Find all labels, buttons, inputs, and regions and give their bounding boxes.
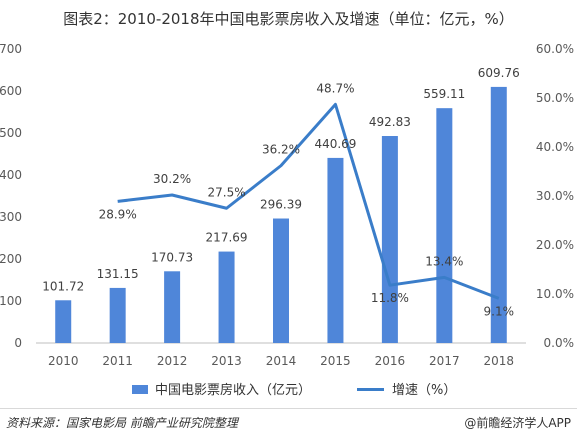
bar-value-label: 440.69 (314, 137, 356, 151)
chart-title: 图表2：2010-2018年中国电影票房收入及增速（单位：亿元，%） (63, 10, 514, 28)
growth-value-label: 13.4% (425, 254, 463, 268)
y-right-tick-label: 30.0% (536, 189, 574, 203)
x-tick-label: 2018 (484, 354, 515, 368)
y-left-tick-label: 500 (0, 126, 22, 140)
y-left-tick-label: 100 (0, 294, 22, 308)
y-left-tick-label: 0 (14, 336, 22, 350)
bar-series (55, 86, 507, 343)
bar (273, 218, 289, 343)
y-left-tick-label: 300 (0, 210, 22, 224)
y-right-tick-label: 60.0% (536, 42, 574, 56)
growth-value-label: 48.7% (316, 81, 354, 95)
growth-value-label: 9.1% (484, 304, 515, 318)
growth-value-label: 27.5% (207, 185, 245, 199)
source-note: 资料来源：国家电影局 前瞻产业研究院整理 (6, 416, 238, 430)
x-tick-label: 2017 (429, 354, 460, 368)
bar (164, 271, 181, 343)
x-tick-label: 2016 (375, 354, 406, 368)
bar (109, 287, 126, 343)
data-labels: 101.72 131.15 170.73 217.69 296.39 440.69 492.… (42, 66, 520, 319)
y-right-tick-label: 40.0% (536, 140, 574, 154)
bar-value-label: 170.73 (151, 250, 193, 264)
bar-value-label: 492.83 (369, 115, 411, 129)
axes: 0 100 200 300 400 500 600 700 0.0% 10.0% 20.0% 30.0… (0, 42, 574, 368)
y-left-tick-label: 400 (0, 168, 22, 182)
y-left-tick-label: 600 (0, 84, 22, 98)
y-left-tick-label: 200 (0, 252, 22, 266)
x-tick-label: 2015 (320, 354, 351, 368)
bar (327, 157, 344, 343)
x-tick-label: 2013 (211, 354, 242, 368)
bar (490, 86, 507, 343)
growth-value-label: 11.8% (371, 291, 409, 305)
bar-value-label: 559.11 (423, 87, 465, 101)
bar-value-label: 101.72 (42, 279, 84, 293)
x-tick-label: 2014 (266, 354, 297, 368)
bar (55, 300, 72, 343)
y-right-tick-label: 0.0% (544, 336, 575, 350)
x-tick-label: 2011 (102, 354, 133, 368)
growth-line (117, 102, 500, 300)
legend-bar-label: 中国电影票房收入（亿元） (155, 382, 311, 398)
x-tick-label: 2012 (157, 354, 188, 368)
footer-divider (0, 408, 577, 409)
y-right-tick-label: 20.0% (536, 238, 574, 252)
bar (436, 108, 453, 343)
y-right-tick-label: 10.0% (536, 287, 574, 301)
bar-value-label: 609.76 (478, 66, 520, 80)
bar-value-label: 296.39 (260, 198, 302, 212)
legend-bar-swatch (132, 385, 148, 394)
bar-value-label: 217.69 (206, 231, 248, 245)
legend-line-label: 增速（%） (392, 383, 456, 398)
legend: 中国电影票房收入（亿元） 增速（%） (132, 382, 456, 398)
x-tick-label: 2010 (48, 354, 79, 368)
brand-credit: @前瞻经济学人APP (464, 416, 571, 430)
y-left-tick-label: 700 (0, 42, 22, 56)
bar-value-label: 131.15 (97, 267, 139, 281)
y-right-tick-label: 50.0% (536, 91, 574, 105)
growth-value-label: 30.2% (153, 172, 191, 186)
bar (218, 251, 235, 343)
growth-value-label: 28.9% (99, 207, 137, 221)
growth-value-label: 36.2% (262, 143, 300, 157)
bar (381, 136, 398, 343)
line-series (117, 102, 500, 300)
